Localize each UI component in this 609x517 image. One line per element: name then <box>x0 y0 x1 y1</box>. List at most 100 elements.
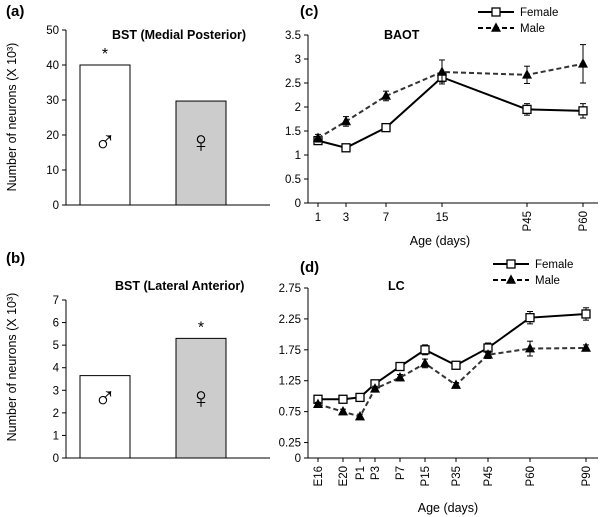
chart-d-ytick-label: 0.75 <box>279 407 301 419</box>
chart-d-point <box>581 342 591 352</box>
chart-d-series-line <box>318 312 587 401</box>
chart-c-title: BAOT <box>384 28 420 42</box>
chart-c-xtick-label: P60 <box>578 211 590 231</box>
chart-c-point <box>522 104 532 115</box>
chart-b-significance-star: * <box>198 319 204 336</box>
chart-d-xtick-label: P3 <box>370 466 382 480</box>
panel-c-label: (c) <box>300 3 318 20</box>
chart-a-title: BST (Medial Posterior) <box>112 28 246 42</box>
chart-c-xtick-label: 15 <box>436 212 449 224</box>
chart-b-ytick-label: 6 <box>53 318 59 330</box>
chart-d-title: LC <box>388 279 405 293</box>
chart-d-xtick-label: P90 <box>581 466 593 486</box>
chart-a-ytick-label: 0 <box>53 200 59 212</box>
chart-c-point <box>578 58 588 68</box>
chart-d-xtick-label: P15 <box>420 466 432 486</box>
chart-d-legend-marker <box>506 274 516 284</box>
chart-b-bar-symbol: ♂ <box>94 382 117 415</box>
chart-b-ytick-label: 5 <box>53 340 59 352</box>
chart-d-ytick-label: 1.75 <box>279 345 301 357</box>
chart-d-point <box>313 398 323 409</box>
chart-c-point <box>381 122 391 133</box>
chart-c-point <box>341 115 351 126</box>
chart-a-bar-symbol: ♀ <box>190 126 213 159</box>
chart-c-ytick-label: 0.5 <box>285 174 301 186</box>
chart-c-point <box>522 69 532 79</box>
chart-b-bar <box>175 337 227 459</box>
chart-b-ytick-label: 0 <box>53 453 59 465</box>
chart-d-point <box>355 410 365 421</box>
chart-d-series-line <box>317 346 587 418</box>
chart-a-ytick-label: 20 <box>46 130 59 142</box>
chart-d-point <box>420 357 430 368</box>
chart-d-xtick-label: E20 <box>338 466 350 486</box>
chart-b-ylabel: Number of neurons (X 10³) <box>5 293 19 442</box>
chart-d-point <box>355 392 365 403</box>
chart-c-ytick-label: 3.5 <box>285 30 301 42</box>
chart-b-ytick-label: 1 <box>53 430 59 442</box>
chart-a-bar <box>79 64 131 206</box>
chart-a-ytick-label: 40 <box>46 60 59 72</box>
chart-c-xlabel: Age (days) <box>410 234 470 248</box>
panel-a-label: (a) <box>6 3 24 20</box>
chart-d-point <box>395 361 405 372</box>
chart-d-point <box>338 405 348 416</box>
chart-d-point <box>525 313 535 323</box>
chart-d-ytick-label: 0 <box>295 453 301 465</box>
chart-d-ytick-label: 2.75 <box>279 283 301 295</box>
chart-d-point <box>370 383 380 393</box>
chart-c-xtick-label: 3 <box>343 212 349 224</box>
chart-d-point <box>581 309 591 319</box>
chart-c-series-line <box>317 76 584 149</box>
chart-b-ytick-label: 7 <box>53 295 59 307</box>
chart-c-xtick-label: 7 <box>383 212 389 224</box>
chart-d-ytick-label: 1.25 <box>279 376 301 388</box>
chart-b-ytick-label: 2 <box>53 408 59 420</box>
chart-d-point <box>451 360 461 370</box>
chart-d-xtick-label: P1 <box>355 466 367 480</box>
chart-a-bar-symbol: ♂ <box>94 126 117 159</box>
chart-d-legend-label: Female <box>535 259 573 271</box>
chart-c-ytick-label: 1 <box>295 150 301 162</box>
chart-c-legend-marker <box>491 22 501 32</box>
chart-c-legend-label: Female <box>520 7 558 19</box>
chart-a-significance-star: * <box>102 46 108 63</box>
chart-d-xtick-label: P35 <box>451 466 463 486</box>
chart-d-ytick-label: 2.25 <box>279 314 301 326</box>
chart-c-ytick-label: 3 <box>295 54 301 66</box>
panel-d-label: (d) <box>300 259 319 276</box>
chart-d-point <box>525 342 535 353</box>
chart-a-ytick-label: 10 <box>46 165 59 177</box>
chart-d-point <box>420 345 430 355</box>
chart-d-point <box>338 394 348 404</box>
chart-b-ytick-label: 4 <box>53 363 60 375</box>
panel-b-label: (b) <box>6 250 25 267</box>
chart-d-xlabel: Age (days) <box>418 501 478 515</box>
chart-b-title: BST (Lateral Anterior) <box>115 279 244 293</box>
chart-d-xtick-label: P7 <box>395 466 407 480</box>
chart-c-ytick-label: 0 <box>295 198 301 210</box>
chart-a-ylabel: Number of neurons (X 10³) <box>5 43 19 192</box>
chart-d-point <box>483 349 493 359</box>
chart-c-ytick-label: 2 <box>295 102 301 114</box>
chart-d-xtick-label: E16 <box>313 466 325 486</box>
chart-d-xtick-label: P45 <box>483 466 495 486</box>
chart-d-xtick-label: P60 <box>525 466 537 486</box>
chart-a-ytick-label: 50 <box>46 25 59 37</box>
chart-c-point <box>313 132 323 142</box>
chart-d-point <box>395 371 405 382</box>
chart-c-point <box>437 66 447 76</box>
chart-c-point <box>381 90 391 100</box>
chart-d-legend-label: Male <box>535 275 560 287</box>
chart-b-ytick-label: 3 <box>53 385 59 397</box>
chart-c-ytick-label: 1.5 <box>285 126 301 138</box>
chart-c-xtick-label: 1 <box>315 212 321 224</box>
chart-d-legend-marker <box>506 259 516 269</box>
chart-c-point <box>578 106 588 116</box>
chart-c-ytick-label: 2.5 <box>285 78 301 90</box>
chart-c-legend-marker <box>491 7 501 17</box>
chart-c-legend-label: Male <box>520 23 545 35</box>
chart-b-bar <box>79 375 131 459</box>
